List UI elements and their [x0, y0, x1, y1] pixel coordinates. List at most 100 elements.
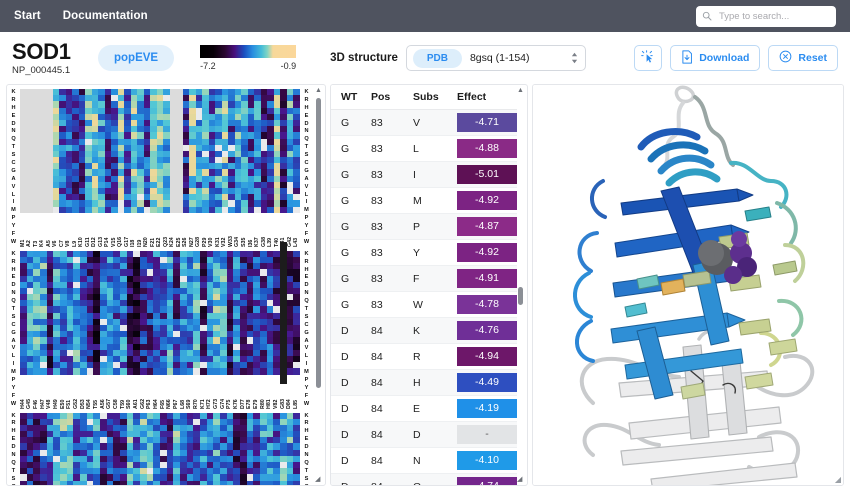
heatmap-cell[interactable] — [72, 206, 79, 213]
heatmap-cell[interactable] — [193, 474, 200, 481]
heatmap-cell[interactable] — [20, 462, 27, 469]
heatmap-cell[interactable] — [273, 169, 281, 176]
heatmap-cell[interactable] — [126, 337, 134, 344]
heatmap-cell[interactable] — [104, 89, 112, 96]
heatmap-cell[interactable] — [293, 455, 300, 462]
heatmap-cell[interactable] — [246, 418, 254, 425]
heatmap-cell[interactable] — [286, 181, 294, 188]
heatmap-cell[interactable] — [99, 250, 107, 257]
heatmap-cell[interactable] — [111, 113, 118, 120]
heatmap-cell[interactable] — [139, 368, 147, 375]
heatmap-cell[interactable] — [215, 206, 222, 213]
position-tick[interactable]: F51 — [66, 399, 73, 409]
heatmap-cell[interactable] — [130, 206, 138, 213]
heatmap-cell[interactable] — [186, 474, 194, 481]
heatmap-cell[interactable] — [247, 181, 255, 188]
heatmap-cell[interactable] — [293, 95, 300, 102]
heatmap-cell[interactable] — [98, 107, 105, 114]
heatmap-cell[interactable] — [273, 480, 280, 485]
heatmap-cell[interactable] — [59, 355, 67, 363]
heatmap-cell[interactable] — [193, 312, 200, 319]
heatmap-cell[interactable] — [46, 349, 54, 356]
heatmap-cell[interactable] — [39, 349, 47, 356]
heatmap-cell[interactable] — [33, 132, 40, 139]
heatmap-cell[interactable] — [130, 132, 138, 139]
heatmap-cell[interactable] — [20, 412, 27, 419]
heatmap-cell[interactable] — [266, 331, 274, 338]
position-tick[interactable]: S60 — [126, 399, 133, 409]
heatmap-cell[interactable] — [286, 269, 294, 276]
heatmap-cell[interactable] — [137, 157, 144, 164]
heatmap-cell[interactable] — [119, 362, 127, 369]
heatmap-cell[interactable] — [78, 169, 86, 176]
heatmap-cell[interactable] — [199, 480, 207, 485]
heatmap-cell[interactable] — [91, 113, 99, 120]
heatmap-cell[interactable] — [73, 281, 80, 288]
heatmap-cell[interactable] — [106, 455, 114, 462]
heatmap-cell[interactable] — [206, 412, 214, 419]
heatmap-cell[interactable] — [199, 455, 207, 462]
heatmap-cell[interactable] — [52, 132, 60, 139]
heatmap-cell[interactable] — [33, 163, 40, 170]
heatmap-cell[interactable] — [79, 337, 87, 344]
heatmap-cell[interactable] — [163, 169, 170, 176]
heatmap-cell[interactable] — [143, 206, 151, 213]
heatmap-cell[interactable] — [189, 101, 196, 108]
position-tick[interactable]: A5 — [45, 239, 52, 247]
heatmap-cell[interactable] — [53, 362, 60, 369]
heatmap-cell[interactable] — [293, 431, 300, 438]
heatmap-cell[interactable] — [228, 113, 235, 120]
heatmap-cell[interactable] — [104, 200, 112, 207]
heatmap-cell[interactable] — [139, 418, 147, 425]
heatmap-cell[interactable] — [286, 263, 294, 270]
heatmap-cell[interactable] — [39, 138, 47, 145]
heatmap-cell[interactable] — [166, 250, 174, 257]
heatmap-cell[interactable] — [169, 163, 177, 170]
heatmap-cell[interactable] — [179, 437, 187, 444]
heatmap-cell[interactable] — [146, 275, 154, 282]
heatmap-cell[interactable] — [213, 362, 220, 369]
heatmap-cell[interactable] — [208, 107, 216, 114]
heatmap-cell[interactable] — [273, 101, 281, 108]
heatmap-cell[interactable] — [113, 431, 120, 438]
heatmap-cell[interactable] — [53, 275, 60, 282]
heatmap-cell[interactable] — [72, 163, 79, 170]
heatmap-cell[interactable] — [213, 449, 220, 456]
heatmap-cell[interactable] — [206, 431, 214, 438]
heatmap-cell[interactable] — [219, 462, 227, 469]
heatmap-cell[interactable] — [208, 144, 216, 151]
heatmap-cell[interactable] — [234, 169, 242, 176]
heatmap-cell[interactable] — [213, 281, 220, 288]
heatmap-cell[interactable] — [273, 455, 280, 462]
position-tick[interactable]: C7 — [58, 239, 65, 247]
heatmap-cell[interactable] — [79, 418, 87, 425]
heatmap-cell[interactable] — [59, 101, 66, 108]
heatmap-cell[interactable] — [33, 455, 40, 462]
heatmap-cell[interactable] — [293, 362, 300, 369]
heatmap-cell[interactable] — [85, 101, 92, 108]
heatmap-cell[interactable] — [259, 269, 267, 276]
heatmap-cell[interactable] — [219, 312, 227, 319]
heatmap-cell[interactable] — [193, 437, 200, 444]
heatmap-cell[interactable] — [173, 263, 180, 270]
heatmap-cell[interactable] — [293, 275, 300, 282]
heatmap-cell[interactable] — [146, 462, 154, 469]
heatmap-cell[interactable] — [137, 126, 144, 133]
heatmap-cell[interactable] — [239, 312, 247, 319]
heatmap-cell[interactable] — [215, 119, 222, 127]
heatmap-cell[interactable] — [280, 89, 287, 96]
heatmap-cell[interactable] — [173, 306, 180, 313]
heatmap-cell[interactable] — [117, 163, 125, 170]
heatmap-cell[interactable] — [39, 169, 47, 176]
heatmap-cell[interactable] — [20, 113, 27, 120]
heatmap-cell[interactable] — [193, 412, 200, 419]
heatmap-cell[interactable] — [293, 107, 300, 114]
heatmap-cell[interactable] — [26, 418, 34, 425]
heatmap-cell[interactable] — [163, 95, 170, 102]
heatmap-cell[interactable] — [199, 275, 207, 282]
heatmap-cell[interactable] — [253, 455, 260, 462]
heatmap-cell[interactable] — [119, 349, 127, 356]
heatmap-cell[interactable] — [293, 269, 300, 276]
heatmap-cell[interactable] — [233, 355, 240, 363]
heatmap-cell[interactable] — [130, 150, 138, 158]
